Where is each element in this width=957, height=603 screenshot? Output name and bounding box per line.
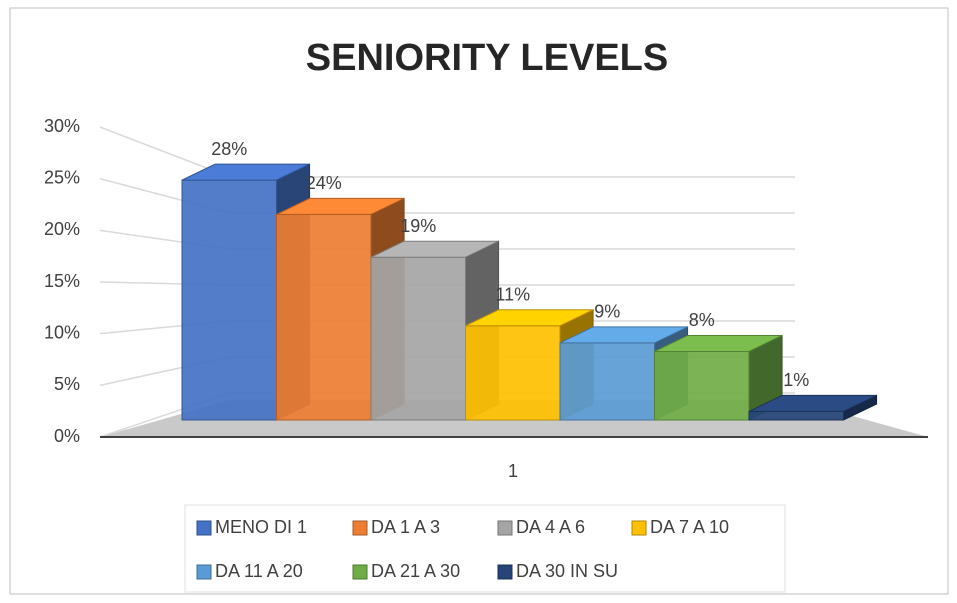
legend-label: DA 7 A 10 (650, 517, 729, 537)
legend-label: DA 11 A 20 (215, 561, 303, 581)
legend-label: DA 30 IN SU (516, 561, 618, 581)
data-label: 9% (594, 302, 620, 322)
chart-title: SENIORITY LEVELS (306, 37, 668, 79)
x-tick-label: 1 (508, 461, 518, 481)
y-tick-label: 30% (44, 116, 80, 136)
legend-label: DA 4 A 6 (516, 517, 585, 537)
bar-top (276, 197, 405, 215)
legend-items: MENO DI 1 DA 1 A 3 DA 4 A 6 DA 7 A 10 DA 11 … (196, 517, 729, 581)
bar (276, 213, 372, 421)
legend-swatch (631, 520, 647, 536)
bars (181, 163, 878, 421)
legend-label: DA 21 A 30 (371, 561, 460, 581)
legend-swatch (196, 520, 212, 536)
y-tick-label: 5% (54, 374, 80, 394)
bar-top (748, 394, 877, 412)
y-tick-label: 15% (44, 271, 80, 291)
legend-swatch (196, 564, 212, 580)
y-tick-label: 20% (44, 219, 80, 239)
bar-top (465, 309, 594, 327)
legend-swatch (497, 564, 513, 580)
bar (654, 350, 750, 421)
bar (465, 325, 561, 421)
data-label: 8% (689, 310, 715, 330)
bar-top (654, 334, 783, 352)
y-tick-label: 10% (44, 322, 80, 342)
bar (559, 342, 655, 421)
bar (181, 179, 277, 421)
legend (184, 504, 786, 593)
y-tick-label: 0% (54, 426, 80, 446)
data-label: 11% (495, 285, 530, 305)
data-label: 19% (400, 216, 436, 236)
bar-top (181, 163, 310, 181)
data-label: 28% (211, 139, 247, 159)
legend-swatch (352, 564, 368, 580)
legend-label: MENO DI 1 (215, 517, 307, 537)
legend-label: DA 1 A 3 (371, 517, 440, 537)
bar-top (559, 326, 688, 344)
bar (370, 256, 466, 421)
data-label: 1% (783, 370, 809, 390)
bar (748, 410, 844, 421)
legend-swatch (352, 520, 368, 536)
bar-top (370, 240, 499, 258)
y-tick-label: 25% (44, 167, 80, 187)
data-label: 24% (306, 173, 342, 193)
legend-swatch (497, 520, 513, 536)
